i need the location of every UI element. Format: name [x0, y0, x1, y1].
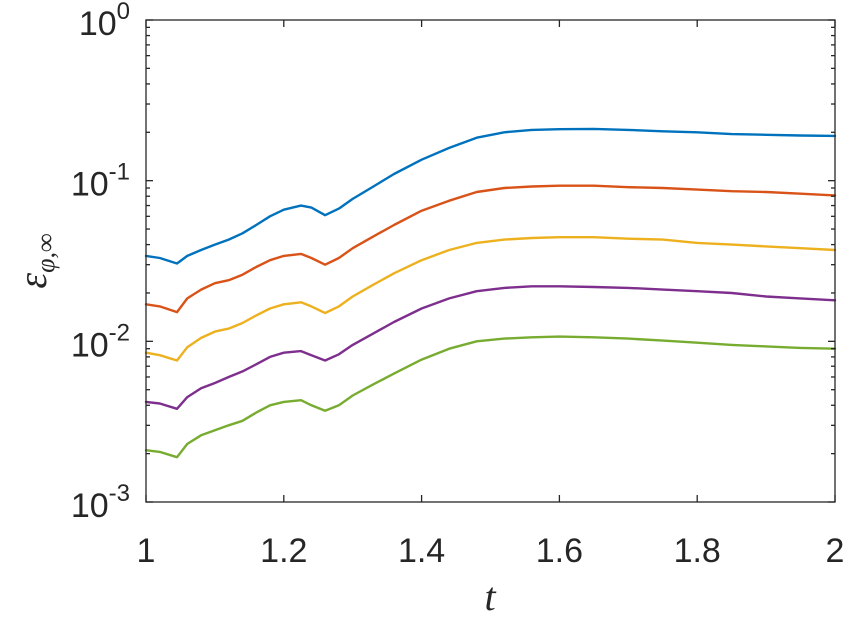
- y-tick-label-1: 10-2: [71, 319, 130, 364]
- series-line-1: [144, 127, 837, 265]
- y-tick-label-base: 10: [71, 487, 109, 525]
- y-tick-label-exponent: -3: [109, 480, 130, 507]
- x-tick-label-5: 2: [826, 532, 844, 570]
- series-layer: [144, 127, 837, 459]
- y-axis-label: εφ,∞: [10, 233, 60, 288]
- y-tick-label-3: 100: [79, 0, 130, 43]
- x-axis-label: t: [484, 574, 496, 619]
- x-tick-label-3: 1.6: [536, 532, 583, 570]
- y-tick-label-base: 10: [71, 326, 109, 364]
- y-axis-label-subscript: φ,∞: [31, 233, 60, 272]
- x-tick-label-0: 1: [137, 532, 156, 570]
- x-tick-label-2: 1.4: [398, 532, 445, 570]
- series-line-4: [144, 285, 837, 410]
- y-tick-label-base: 10: [79, 5, 117, 43]
- series-line-5: [144, 335, 837, 459]
- y-tick-label-2: 10-1: [71, 159, 130, 204]
- y-axis-label-symbol: ε: [10, 273, 55, 289]
- y-tick-label-exponent: 0: [117, 0, 130, 25]
- y-tick-label-exponent: -2: [109, 319, 130, 346]
- series-line-2: [144, 184, 837, 314]
- x-tick-labels: 1 1.2 1.4 1.6 1.8 2: [137, 532, 844, 570]
- y-tick-label-exponent: -1: [109, 159, 130, 186]
- x-tick-label-4: 1.8: [674, 532, 721, 570]
- axes-frame: [145, 19, 836, 503]
- plot-background: [146, 20, 835, 502]
- y-tick-label-base: 10: [71, 166, 109, 204]
- series-line-3: [144, 236, 837, 362]
- x-tick-label-1: 1.2: [260, 532, 307, 570]
- y-tick-label-0: 10-3: [71, 480, 130, 525]
